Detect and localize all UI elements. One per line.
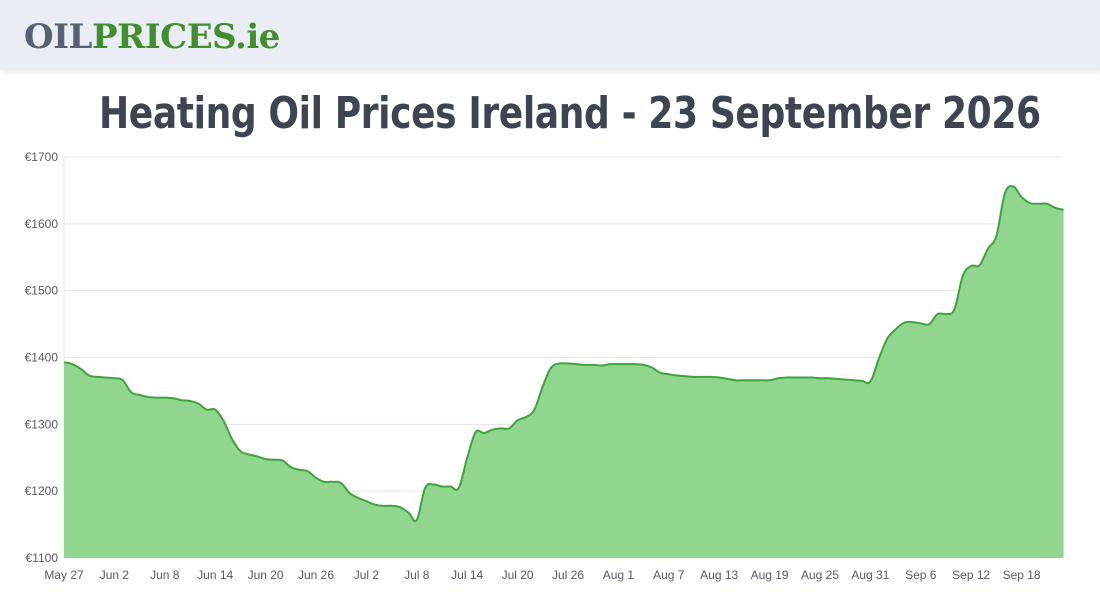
price-area-fill: [64, 186, 1064, 558]
y-tick-label: €1200: [25, 484, 59, 498]
y-tick-label: €1600: [25, 217, 59, 231]
x-tick-label: Aug 31: [851, 568, 889, 582]
x-tick-label: Jul 2: [354, 568, 380, 582]
y-tick-label: €1700: [25, 150, 59, 164]
x-tick-label: May 27: [44, 568, 84, 582]
y-tick-label: €1100: [26, 551, 59, 565]
x-tick-label: Sep 6: [905, 568, 937, 582]
price-line: [63, 185, 1064, 522]
y-tick-label: €1500: [25, 284, 59, 298]
x-tick-label: Jul 8: [404, 568, 430, 582]
x-tick-label: Jul 20: [502, 568, 534, 582]
x-tick-label: Aug 25: [801, 568, 839, 582]
page-title: Heating Oil Prices Ireland - 23 Septembe…: [99, 88, 1041, 139]
x-tick-label: Jun 20: [248, 568, 284, 582]
site-logo[interactable]: OILPRICES.ie: [24, 14, 280, 60]
y-tick-label: €1400: [25, 351, 59, 365]
x-tick-label: Jun 26: [298, 568, 334, 582]
y-tick-label: €1300: [25, 417, 59, 431]
logo-text-prices: PRICES: [91, 17, 236, 57]
x-tick-label: Aug 19: [751, 568, 789, 582]
x-tick-label: Aug 13: [700, 568, 738, 582]
x-tick-label: Jun 14: [197, 568, 233, 582]
x-tick-label: Sep 12: [952, 568, 990, 582]
x-tick-label: Aug 1: [603, 568, 635, 582]
x-tick-label: Jul 14: [451, 568, 483, 582]
logo-text-tld: .ie: [234, 17, 280, 57]
x-tick-label: Aug 7: [653, 568, 685, 582]
x-axis-labels: May 27 Jun 2 Jun 8 Jun 14 Jun 20 Jun 26 Jul 2 J…: [44, 568, 1041, 582]
x-tick-label: Jun 2: [100, 568, 130, 582]
logo-text-oil: OIL: [24, 17, 92, 57]
x-tick-label: Jul 26: [552, 568, 584, 582]
y-axis-labels: €1100 €1200 €1300 €1400 €1500 €1600 €1700: [25, 150, 59, 565]
x-tick-label: Sep 18: [1003, 568, 1041, 582]
x-tick-label: Jun 8: [150, 568, 180, 582]
header-bar: OILPRICES.ie: [0, 0, 1100, 70]
